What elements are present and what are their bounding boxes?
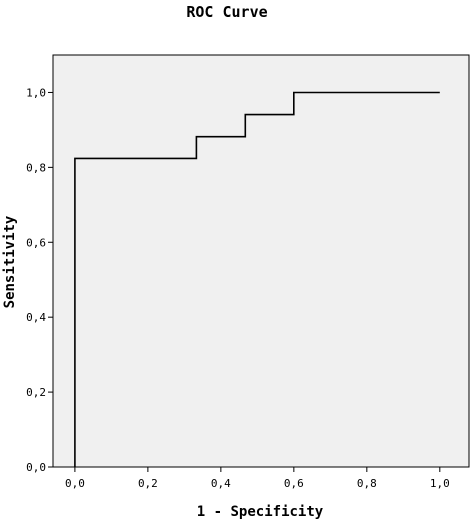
x-tick-label: 0,8 xyxy=(357,477,377,490)
y-tick-label: 0,4 xyxy=(26,311,46,324)
x-tick-label: 0,6 xyxy=(284,477,304,490)
y-tick-label: 0,0 xyxy=(26,461,46,474)
x-tick-label: 0,4 xyxy=(211,477,231,490)
y-axis-ticks: 0,0 0,2 0,4 0,6 0,8 1,0 xyxy=(26,86,53,474)
x-tick-label: 1,0 xyxy=(430,477,450,490)
series-layer xyxy=(74,91,440,467)
y-axis-label: Sensitivity xyxy=(2,215,18,308)
y-tick-label: 1,0 xyxy=(26,86,46,99)
x-tick-label: 0,2 xyxy=(138,477,158,490)
x-tick-label: 0,0 xyxy=(65,477,85,490)
roc-curve-line xyxy=(74,91,440,467)
y-tick-label: 0,2 xyxy=(26,386,46,399)
plot-area xyxy=(52,54,470,468)
x-axis-ticks: 0,0 0,2 0,4 0,6 0,8 1,0 xyxy=(65,467,450,490)
y-tick-label: 0,8 xyxy=(26,161,46,174)
y-tick-label: 0,6 xyxy=(26,236,46,249)
chart-title: ROC Curve xyxy=(186,3,267,21)
x-axis-label: 1 - Specificity xyxy=(197,504,324,520)
